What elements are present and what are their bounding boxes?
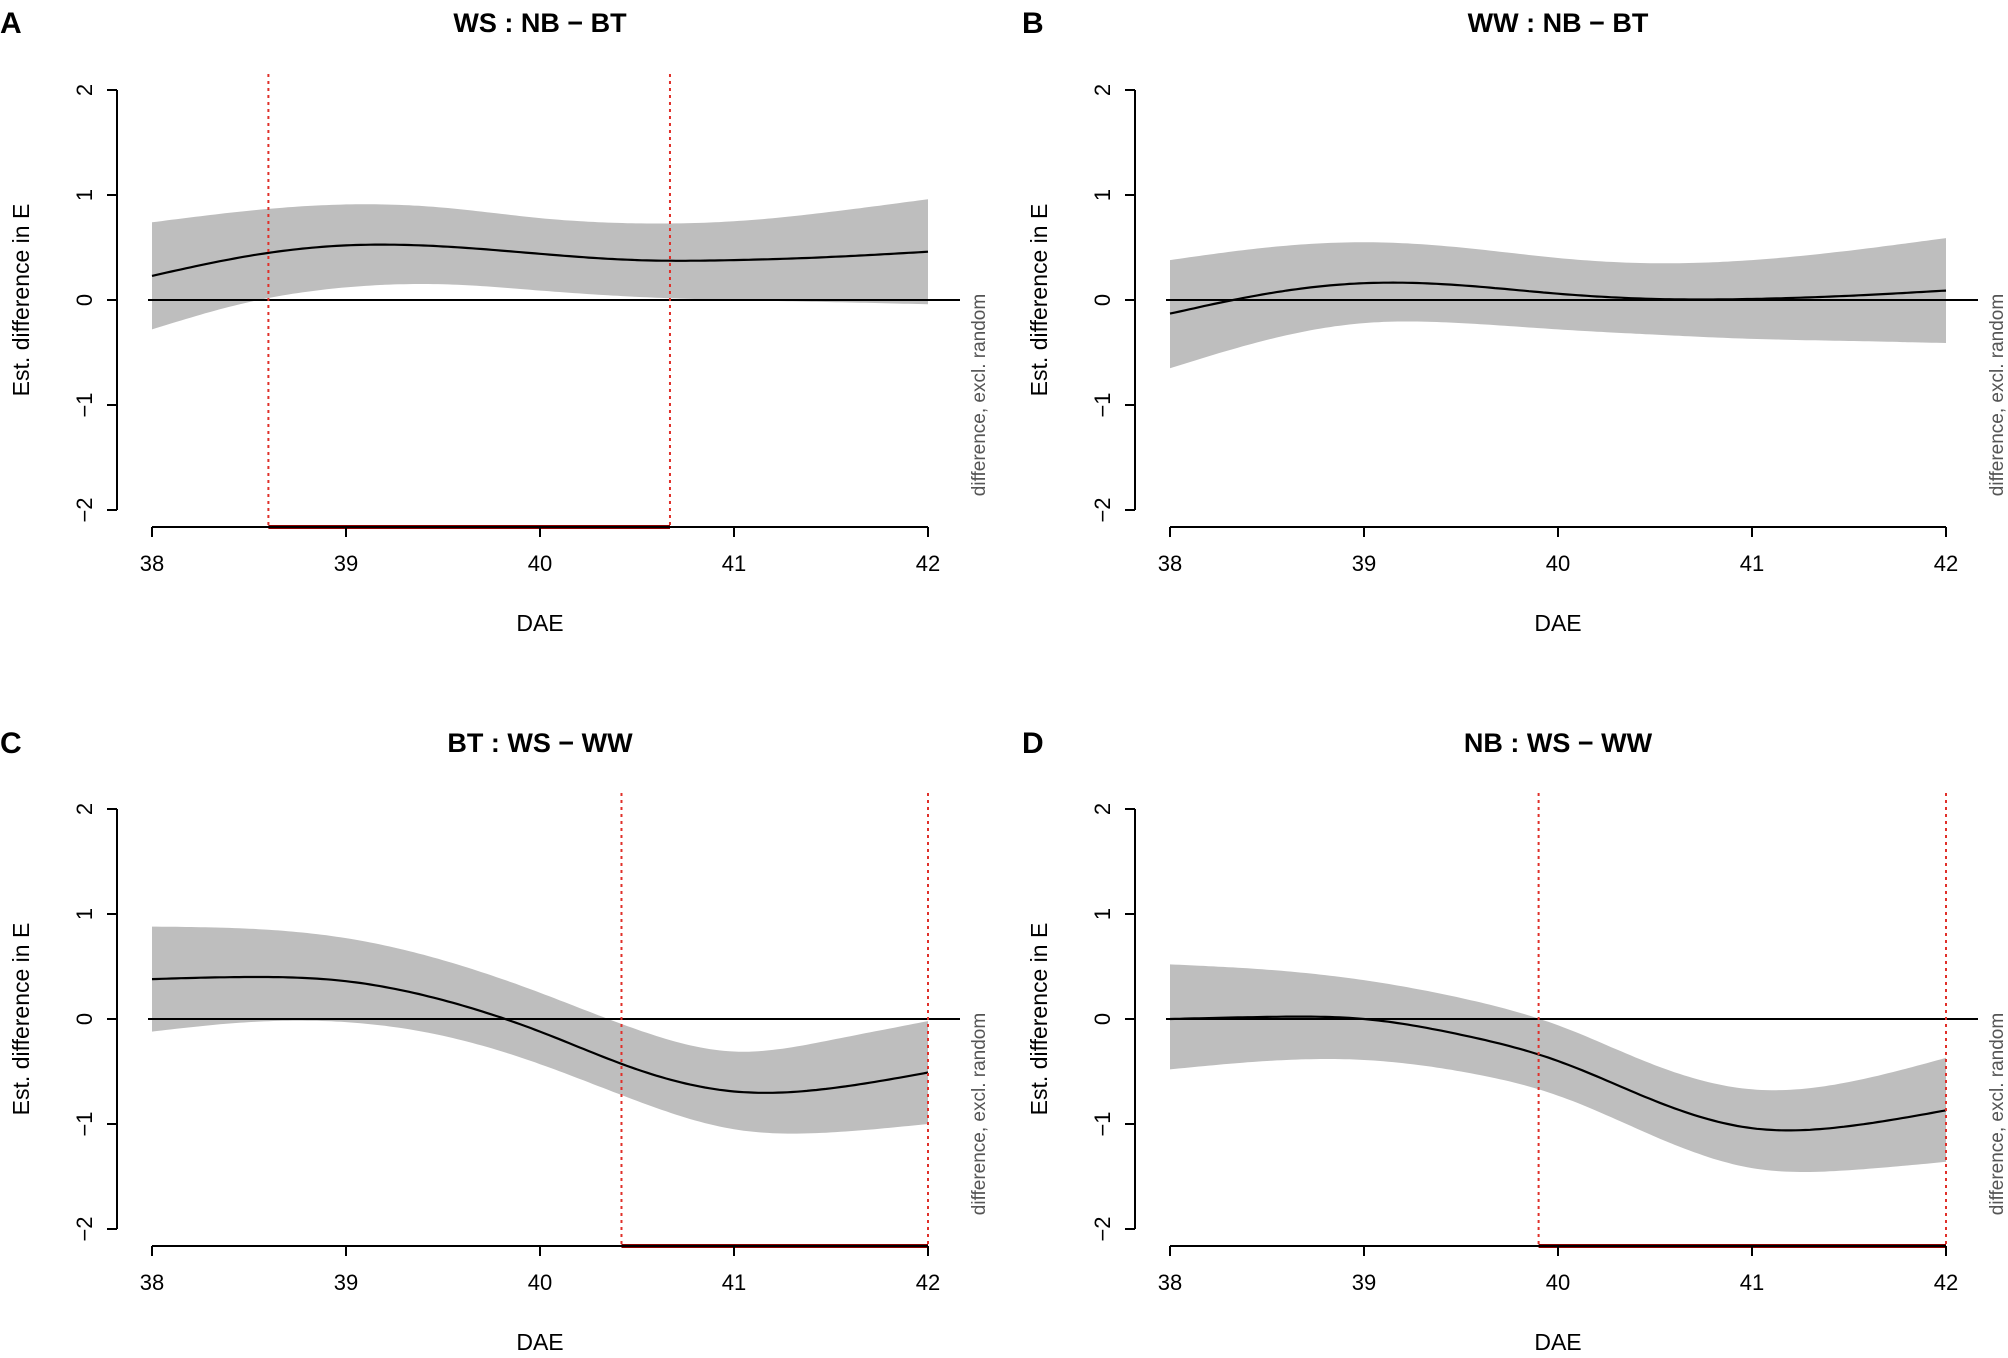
x-tick-label: 40 (1546, 551, 1570, 576)
y-tick-label: −2 (1090, 497, 1115, 522)
y-tick-label: 2 (1090, 84, 1115, 96)
side-note: difference, excl. random (1987, 294, 2008, 496)
x-tick-label: 41 (722, 551, 746, 576)
x-axis-title: DAE (516, 1329, 563, 1355)
x-tick-label: 41 (1740, 551, 1764, 576)
confidence-band (152, 926, 928, 1134)
y-tick-label: 0 (1090, 1013, 1115, 1025)
x-tick-label: 42 (916, 551, 940, 576)
y-axis-title: Est. difference in E (1026, 204, 1052, 397)
confidence-band (1170, 964, 1946, 1172)
x-tick-label: 42 (916, 1270, 940, 1295)
y-tick-label: 0 (72, 1013, 97, 1025)
panel-letter: C (0, 727, 22, 760)
panel-b: B WW : NB − BT 2 1 0 −1 −2 Est. difference in E… (1022, 7, 2008, 636)
fit-line (1169, 1015, 1947, 1132)
panel-letter: B (1022, 7, 1044, 40)
x-axis-title: DAE (1534, 610, 1581, 636)
confidence-band (152, 199, 928, 330)
y-tick-label: 1 (1090, 189, 1115, 201)
side-note: difference, excl. random (969, 1013, 990, 1215)
panel-title: WS : NB − BT (453, 8, 627, 38)
panel-c: C BT : WS − WW 2 1 0 −1 −2 Est. difference in E… (0, 727, 990, 1355)
panel-title: NB : WS − WW (1464, 728, 1653, 758)
side-note: difference, excl. random (1987, 1013, 2008, 1215)
x-tick-label: 41 (1740, 1270, 1764, 1295)
panel-a: A WS : NB − BT 2 1 0 −1 −2 Est. difference in E… (0, 7, 990, 636)
fit-line (151, 975, 929, 1094)
x-tick-label: 40 (528, 1270, 552, 1295)
y-tick-label: −1 (72, 392, 97, 417)
y-tick-label: 1 (72, 189, 97, 201)
y-tick-label: 0 (1090, 294, 1115, 306)
x-tick-label: 38 (140, 1270, 164, 1295)
y-tick-label: −1 (72, 1111, 97, 1136)
y-tick-label: −2 (72, 497, 97, 522)
y-tick-label: −2 (72, 1216, 97, 1241)
x-tick-label: 40 (1546, 1270, 1570, 1295)
side-note: difference, excl. random (969, 294, 990, 496)
x-tick-label: 42 (1934, 551, 1958, 576)
panel-title: WW : NB − BT (1468, 8, 1649, 38)
x-tick-label: 38 (140, 551, 164, 576)
fit-line (1169, 281, 1947, 315)
y-tick-label: 2 (72, 84, 97, 96)
y-axis-title: Est. difference in E (8, 923, 34, 1116)
y-tick-label: −2 (1090, 1216, 1115, 1241)
panel-letter: A (0, 7, 22, 40)
y-axis-title: Est. difference in E (8, 204, 34, 397)
panel-title: BT : WS − WW (447, 728, 633, 758)
x-tick-label: 39 (1352, 1270, 1376, 1295)
y-tick-label: 0 (72, 294, 97, 306)
y-tick-label: −1 (1090, 1111, 1115, 1136)
x-tick-label: 40 (528, 551, 552, 576)
y-tick-label: 2 (72, 803, 97, 815)
x-tick-label: 41 (722, 1270, 746, 1295)
panel-letter: D (1022, 727, 1044, 760)
x-axis-title: DAE (516, 610, 563, 636)
y-tick-label: −1 (1090, 392, 1115, 417)
x-tick-label: 38 (1158, 551, 1182, 576)
y-tick-label: 2 (1090, 803, 1115, 815)
x-tick-label: 39 (334, 1270, 358, 1295)
panel-d: D NB : WS − WW 2 1 0 −1 −2 Est. difference in E… (1022, 727, 2008, 1355)
y-axis-title: Est. difference in E (1026, 923, 1052, 1116)
x-tick-label: 42 (1934, 1270, 1958, 1295)
confidence-band (1170, 238, 1946, 369)
x-axis-title: DAE (1534, 1329, 1581, 1355)
x-tick-label: 39 (1352, 551, 1376, 576)
fit-line (151, 243, 929, 277)
y-tick-label: 1 (1090, 908, 1115, 920)
y-tick-label: 1 (72, 908, 97, 920)
x-tick-label: 38 (1158, 1270, 1182, 1295)
x-tick-label: 39 (334, 551, 358, 576)
